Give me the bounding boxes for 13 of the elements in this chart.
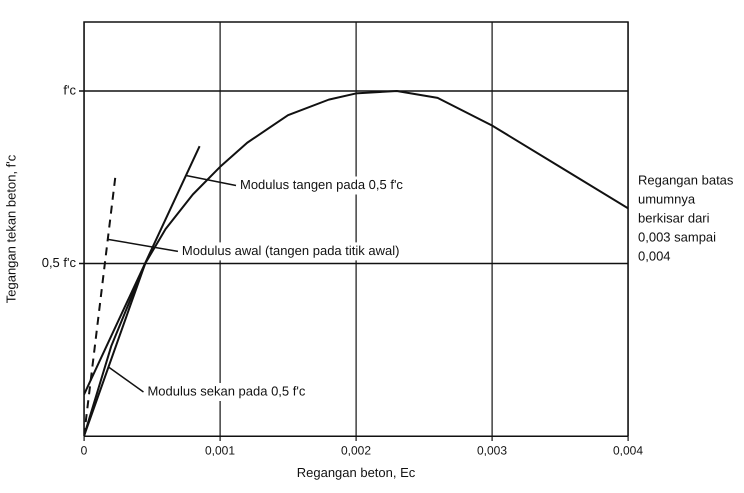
annotation: Modulus sekan pada 0,5 f'c	[147, 384, 306, 399]
x-tick-label: 0,004	[612, 444, 644, 458]
ref-line-label: f'c	[63, 82, 76, 98]
x-tick-label: 0	[80, 444, 88, 458]
text: Regangan batas umumnya berkisar dari 0,003 sampai 0,004	[638, 172, 734, 264]
ref-line-label: 0,5 f'c	[42, 255, 76, 270]
x-tick-label: 0,002	[340, 444, 372, 458]
y-axis-title: Tegangan tekan beton, f'c	[4, 154, 19, 304]
x-axis-title: Regangan beton, Ec	[296, 464, 416, 480]
annotation: Modulus tangen pada 0,5 f'c	[240, 177, 404, 192]
x-tick-label: 0,003	[476, 444, 508, 458]
annotation: Modulus awal (tangen pada titik awal)	[182, 242, 400, 258]
x-tick-label: 0,001	[204, 444, 236, 458]
